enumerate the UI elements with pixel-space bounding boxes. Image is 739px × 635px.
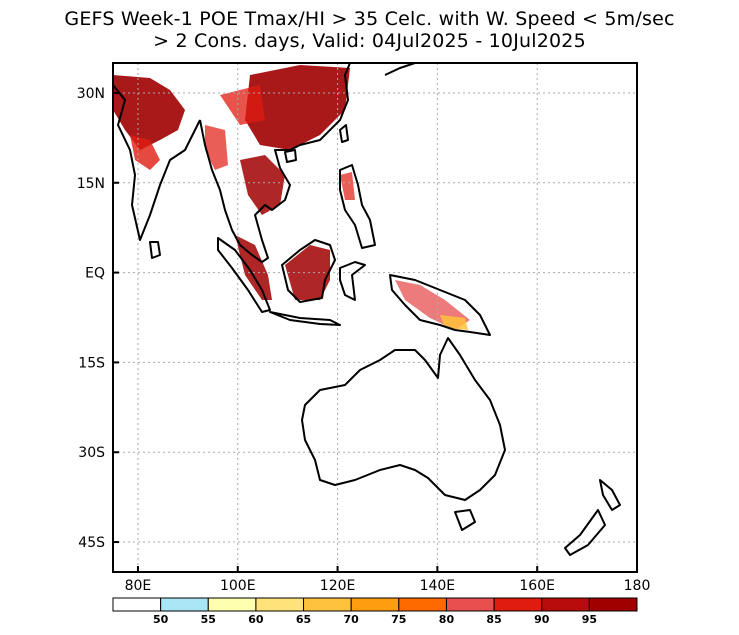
- coastline-mainland-sea: [199, 62, 351, 263]
- coastline-sri-lanka: [149, 241, 161, 259]
- colorbar-swatch: [255, 597, 305, 612]
- coastline-new-zealand-north: [599, 479, 621, 511]
- map-area: [113, 63, 637, 572]
- colorbar-label: 65: [296, 613, 311, 626]
- shading-indochina: [240, 155, 285, 215]
- colorbar-swatch: [112, 597, 162, 612]
- y-axis-ticks: 30N 15N EQ 15S 30S 45S: [77, 86, 119, 551]
- coastline-sulawesi: [339, 261, 366, 301]
- y-tick-label: 15S: [78, 355, 105, 371]
- shading-new-guinea-south: [440, 315, 468, 330]
- coastline-japan: [384, 62, 416, 76]
- x-tick-label: 140E: [420, 578, 456, 594]
- colorbar-label: 95: [582, 613, 597, 626]
- coastline-tasmania: [454, 509, 476, 531]
- y-tick-label: 45S: [78, 535, 105, 551]
- colorbar: 50 55 60 65 70 75 80 85 90 95: [112, 597, 638, 626]
- colorbar-swatch: [207, 597, 257, 612]
- colorbar-label: 80: [439, 613, 455, 626]
- shading-china-west: [220, 85, 265, 125]
- colorbar-swatch: [445, 597, 495, 612]
- x-tick-label: 80E: [125, 578, 152, 594]
- coastline-philippines: [339, 164, 376, 249]
- shading-india-north: [113, 75, 185, 150]
- colorbar-label: 60: [248, 613, 264, 626]
- shading-china-south: [245, 65, 350, 150]
- colorbar-label: 70: [344, 613, 360, 626]
- map-title-line-1: GEFS Week-1 POE Tmax/HI > 35 Celc. with …: [64, 8, 675, 30]
- shading-borneo: [285, 245, 330, 300]
- coastline-australia: [301, 337, 506, 501]
- probability-shading: [113, 65, 470, 330]
- colorbar-swatch: [303, 597, 352, 612]
- shading-sumatra: [235, 235, 272, 300]
- coastline-hainan: [284, 149, 297, 163]
- coastline-india: [112, 84, 201, 241]
- colorbar-label: 50: [153, 613, 169, 626]
- colorbar-swatch: [398, 597, 447, 612]
- y-tick-label: 30N: [77, 86, 105, 102]
- x-tick-label: 120E: [320, 578, 356, 594]
- colorbar-swatch: [541, 597, 590, 612]
- coastline-new-zealand-south: [564, 509, 606, 556]
- colorbar-label: 55: [201, 613, 216, 626]
- coastlines: [112, 62, 621, 556]
- shading-philippines: [340, 172, 355, 200]
- x-tick-label: 180: [624, 578, 651, 594]
- colorbar-label: 85: [486, 613, 501, 626]
- y-tick-label: EQ: [85, 266, 105, 282]
- coastline-taiwan: [339, 124, 349, 143]
- y-tick-label: 30S: [78, 445, 105, 461]
- map-frame: [112, 62, 638, 573]
- x-axis-ticks: 80E 100E 120E 140E 160E 180: [125, 566, 651, 594]
- coastline-new-guinea: [389, 274, 491, 336]
- x-tick-label: 160E: [519, 578, 555, 594]
- colorbar-label: 75: [391, 613, 406, 626]
- shading-myanmar: [205, 125, 228, 170]
- colorbar-swatch: [493, 597, 543, 612]
- colorbar-swatch: [588, 597, 638, 612]
- coastline-borneo: [281, 239, 336, 303]
- colorbar-swatch: [160, 597, 209, 612]
- colorbar-label: 90: [534, 613, 550, 626]
- coastline-java: [269, 311, 341, 326]
- colorbar-swatch: [350, 597, 400, 612]
- coastline-sumatra: [217, 237, 271, 313]
- x-tick-label: 100E: [220, 578, 256, 594]
- y-tick-label: 15N: [77, 176, 105, 192]
- map-title-line-2: > 2 Cons. days, Valid: 04Jul2025 - 10Jul…: [153, 30, 586, 52]
